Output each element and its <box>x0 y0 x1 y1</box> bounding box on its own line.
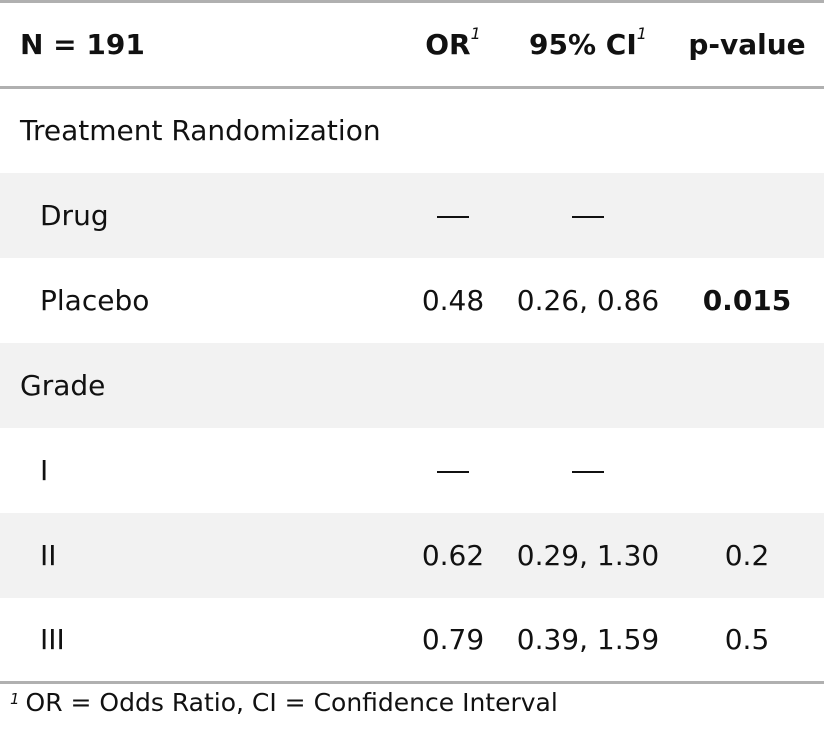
footnote-marker: 1 <box>10 690 20 708</box>
reference-dash <box>572 215 604 218</box>
header-ci: 95% CI1 <box>506 0 670 89</box>
or-cell: 0.62 <box>400 512 506 598</box>
level-label: III <box>0 597 400 684</box>
ci-cell: 0.39, 1.59 <box>506 597 670 684</box>
table-row: Placebo 0.48 0.26, 0.86 0.015 <box>0 258 824 343</box>
footnote-marker: 1 <box>636 24 647 43</box>
table-row: II 0.62 0.29, 1.30 0.2 <box>0 512 824 598</box>
footnote-text: OR = Odds Ratio, CI = Confidence Interva… <box>25 688 558 717</box>
footnote-marker: 1 <box>470 24 481 43</box>
level-label: Drug <box>0 172 400 258</box>
p-cell: 0.2 <box>670 512 824 598</box>
header-n: N = 191 <box>0 0 400 89</box>
reference-dash <box>437 470 469 473</box>
or-cell <box>400 172 506 258</box>
ci-cell <box>506 428 670 513</box>
table-row: Drug <box>0 172 824 258</box>
p-cell <box>670 428 824 513</box>
or-cell: 0.79 <box>400 597 506 684</box>
header-or: OR1 <box>400 0 506 89</box>
regression-table: N = 191 OR1 95% CI1 p-value Treatment Ra… <box>0 0 824 684</box>
table-row: III 0.79 0.39, 1.59 0.5 <box>0 597 824 684</box>
reference-dash <box>572 470 604 473</box>
reference-dash <box>437 215 469 218</box>
table-header-row: N = 191 OR1 95% CI1 p-value <box>0 0 824 89</box>
table-footnote: 1 OR = Odds Ratio, CI = Confidence Interv… <box>0 688 824 717</box>
table-row-group: Grade <box>0 342 824 428</box>
header-p-value: p-value <box>670 0 824 89</box>
p-cell-significant: 0.015 <box>702 283 792 317</box>
or-cell: 0.48 <box>421 283 485 317</box>
p-cell: 0.5 <box>670 597 824 684</box>
level-label: I <box>40 453 49 487</box>
ci-cell: 0.26, 0.86 <box>516 283 660 317</box>
table-row-group: Treatment Randomization <box>0 88 824 173</box>
level-label: Placebo <box>40 283 150 317</box>
regression-table-container: N = 191 OR1 95% CI1 p-value Treatment Ra… <box>0 0 824 717</box>
group-label: Treatment Randomization <box>20 114 381 148</box>
table-row: I <box>0 428 824 513</box>
ci-cell: 0.29, 1.30 <box>506 512 670 598</box>
ci-cell <box>506 172 670 258</box>
or-cell <box>400 428 506 513</box>
group-label: Grade <box>0 342 400 428</box>
p-cell <box>670 172 824 258</box>
level-label: II <box>0 512 400 598</box>
